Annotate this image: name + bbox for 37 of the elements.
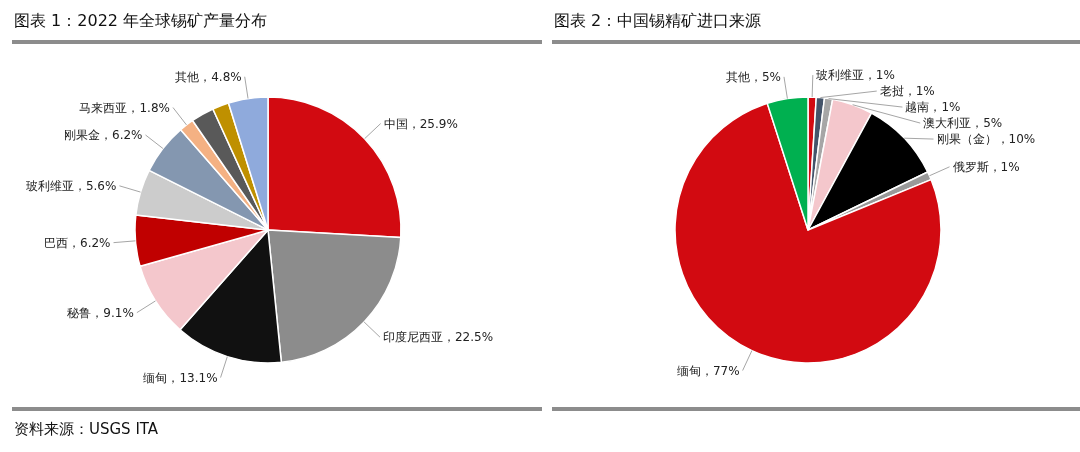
slice-label: 玻利维亚 bbox=[815, 67, 864, 82]
slice-label: 俄罗斯 bbox=[952, 159, 989, 174]
chart-title: 图表 2：中国锡精矿进口来源 bbox=[554, 11, 762, 30]
slice-label: 澳大利亚 bbox=[923, 115, 972, 130]
slice-label: 刚果金 bbox=[64, 127, 101, 142]
slice-label: 其他 bbox=[725, 69, 750, 84]
data-label: ，5% bbox=[971, 115, 1003, 130]
text: 资料来源：USGS ITA bbox=[14, 420, 159, 438]
chart-title: 图表 1：2022 年全球锡矿产量分布 bbox=[14, 11, 268, 30]
data-label: ，5% bbox=[749, 69, 781, 84]
data-label: ，5.6% bbox=[73, 178, 117, 193]
data-label: ，4.8% bbox=[199, 69, 242, 84]
slice-label: 玻利维亚 bbox=[25, 178, 74, 193]
data-label: ，9.1% bbox=[91, 305, 134, 320]
data-label: ，1% bbox=[929, 99, 961, 114]
data-label: ，6.2% bbox=[100, 127, 143, 142]
slice-label: 缅甸 bbox=[676, 363, 701, 378]
data-label: ，13.1% bbox=[167, 370, 218, 385]
slice-label: 秘鲁 bbox=[67, 305, 92, 320]
slice-label: 巴西 bbox=[44, 235, 69, 250]
slice-label: 老挝 bbox=[879, 83, 904, 98]
data-label: ，25.9% bbox=[407, 116, 458, 131]
slice-label: 越南 bbox=[905, 99, 930, 114]
data-label: ，6.2% bbox=[68, 235, 111, 250]
data-label: ，22.5% bbox=[442, 329, 494, 344]
slice-label: 缅甸 bbox=[143, 370, 168, 385]
data-label: ，10% bbox=[996, 131, 1036, 146]
slice-label: 其他 bbox=[175, 69, 200, 84]
data-label: ，1% bbox=[988, 159, 1020, 174]
data-label: ，1% bbox=[863, 67, 895, 82]
slice-label: 印度尼西亚 bbox=[382, 329, 443, 344]
slice-label: 刚果（金） bbox=[936, 131, 997, 146]
data-label: ，77% bbox=[700, 363, 740, 378]
data-label: ，1.8% bbox=[127, 100, 170, 115]
slice-label: 马来西亚 bbox=[79, 100, 128, 115]
slice-label: 中国 bbox=[383, 116, 408, 131]
data-label: ，1% bbox=[903, 83, 935, 98]
